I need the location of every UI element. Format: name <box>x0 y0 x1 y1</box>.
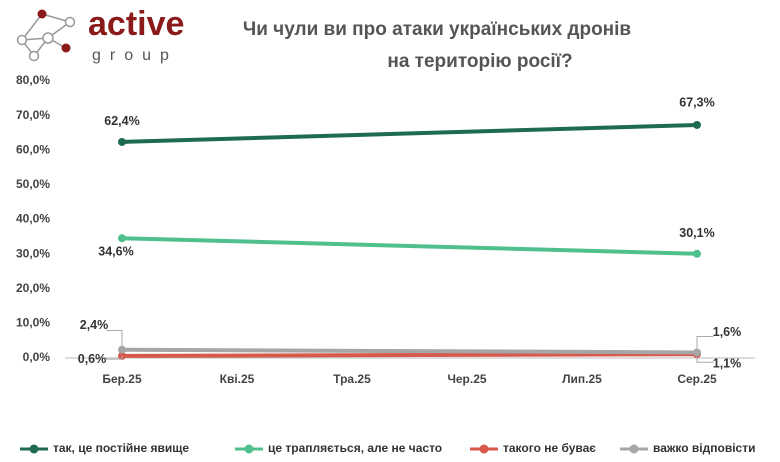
point <box>693 120 701 129</box>
y-tick-label: 20,0% <box>16 281 50 295</box>
legend-label: це трапляється, але не часто <box>268 441 442 455</box>
data-label: 30,1% <box>679 226 714 240</box>
legend-label: так, це постійне явище <box>53 441 189 455</box>
data-label: 62,4% <box>104 114 139 128</box>
legend-swatch <box>629 444 639 454</box>
data-label: 2,4% <box>80 318 109 332</box>
y-tick-label: 50,0% <box>16 177 50 191</box>
y-tick-label: 40,0% <box>16 212 50 226</box>
x-tick-label: Тра.25 <box>333 372 371 386</box>
leader-line <box>105 355 123 360</box>
line <box>121 347 698 355</box>
leader-line <box>696 335 714 353</box>
legend-label: такого не буває <box>503 441 596 455</box>
data-label: 0,6% <box>78 352 107 366</box>
logo-tagline: group <box>92 47 178 64</box>
point <box>693 249 701 258</box>
y-tick-label: 30,0% <box>16 246 50 260</box>
y-tick-label: 10,0% <box>16 316 50 330</box>
legend-swatch <box>479 444 489 454</box>
line <box>121 122 698 144</box>
y-tick-label: 70,0% <box>16 108 50 122</box>
data-label: 1,6% <box>713 325 742 339</box>
x-tick-label: Чер.25 <box>447 372 486 386</box>
legend-swatch <box>244 444 254 454</box>
chart-title: Чи чули ви про атаки українських дронів <box>243 19 631 40</box>
y-tick-label: 0,0% <box>23 350 51 364</box>
line <box>121 236 698 256</box>
legend-label: важко відповісти <box>653 441 755 455</box>
leader-line <box>696 354 714 363</box>
y-tick-label: 80,0% <box>16 73 50 87</box>
logo: active group <box>16 5 184 64</box>
y-tick-label: 60,0% <box>16 142 50 156</box>
point <box>118 137 126 146</box>
x-tick-label: Бер.25 <box>102 372 142 386</box>
x-tick-label: Лип.25 <box>562 372 602 386</box>
data-label: 67,3% <box>679 95 714 109</box>
leader-line <box>106 329 123 350</box>
point <box>118 234 126 243</box>
x-tick-label: Сер.25 <box>677 372 717 386</box>
x-tick-label: Кві.25 <box>220 372 255 386</box>
line <box>121 352 698 358</box>
chart-title: на територію росії? <box>387 51 572 72</box>
data-label: 34,6% <box>98 244 133 258</box>
data-label: 1,1% <box>713 356 742 370</box>
legend-swatch <box>29 444 39 454</box>
logo-name: active <box>88 5 184 43</box>
